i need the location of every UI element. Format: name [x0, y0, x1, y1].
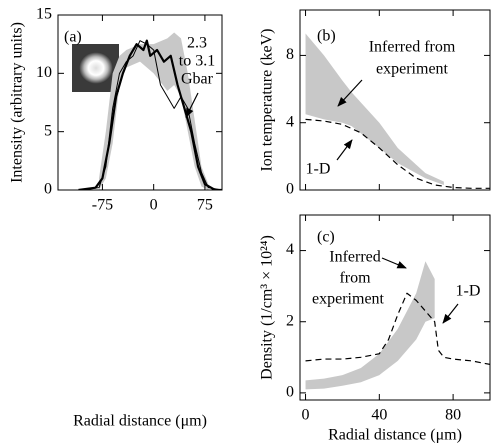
annotation-arrow — [337, 79, 363, 107]
band — [99, 32, 209, 190]
plot-area — [305, 33, 490, 189]
y-axis-label: Intensity (arbitrary units) — [9, 22, 26, 183]
y-tick-label: 4 — [286, 241, 294, 258]
x-tick-label: 0 — [150, 197, 158, 214]
annotation-arrow — [336, 139, 353, 161]
annotation: Gbar — [181, 71, 214, 88]
band — [305, 261, 435, 390]
annotation-arrow — [185, 92, 199, 118]
frame — [299, 9, 491, 191]
plot-area — [305, 261, 490, 390]
frame — [57, 14, 223, 191]
annotation: Inferred from — [369, 39, 456, 56]
x-tick-label: 75 — [197, 197, 213, 214]
panel-label: (c) — [317, 229, 335, 246]
line — [305, 118, 490, 189]
line — [78, 39, 222, 190]
x-tick-label: 40 — [371, 407, 387, 424]
y-tick-label: 4 — [286, 113, 294, 130]
y-tick-label: 8 — [286, 46, 294, 63]
line — [78, 40, 222, 190]
line — [305, 292, 490, 366]
annotation: experiment — [376, 61, 449, 78]
y-tick-label: 10 — [36, 64, 52, 81]
x-axis-label: Radial distance (μm) — [73, 413, 207, 430]
plot-area — [78, 32, 222, 190]
annotation-arrow — [381, 257, 407, 269]
x-tick-label: 0 — [302, 407, 310, 424]
band — [305, 33, 444, 185]
annotation: from — [339, 270, 371, 287]
y-tick-label: 0 — [286, 181, 294, 198]
y-axis-label: Density (1/cm³ × 10²⁴) — [259, 235, 276, 380]
annotation: experiment — [312, 291, 385, 308]
x-axis-label: Radial distance (μm) — [328, 427, 462, 444]
panel-label: (a) — [64, 29, 82, 46]
y-tick-label: 2 — [286, 312, 294, 329]
inset-spot — [79, 52, 113, 84]
frame — [299, 214, 491, 401]
x-tick-label: 80 — [445, 407, 461, 424]
annotation: 1-D — [456, 283, 481, 300]
y-tick-label: 0 — [286, 384, 294, 401]
annotation: Inferred — [329, 249, 381, 266]
y-axis-label: Ion temperature (keV) — [259, 28, 276, 171]
annotation-arrow — [442, 303, 459, 324]
annotation: 1-D — [306, 161, 331, 178]
x-tick-label: -75 — [92, 197, 113, 214]
y-tick-label: 0 — [44, 181, 52, 198]
annotation: 2.3 — [187, 35, 207, 52]
y-tick-label: 15 — [36, 6, 52, 23]
y-tick-label: 5 — [44, 122, 52, 139]
annotation: to 3.1 — [179, 53, 215, 70]
panel-label: (b) — [317, 28, 336, 45]
